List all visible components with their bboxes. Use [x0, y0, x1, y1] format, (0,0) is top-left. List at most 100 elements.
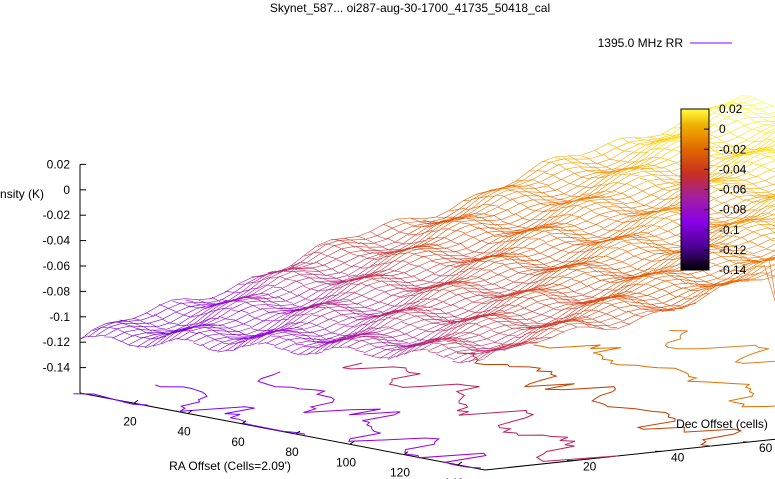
mesh-segment	[404, 221, 419, 224]
mesh-segment	[557, 265, 571, 268]
mesh-segment	[771, 139, 775, 141]
mesh-segment	[406, 299, 420, 309]
mesh-segment	[770, 239, 775, 242]
mesh-segment	[340, 326, 354, 335]
mesh-segment	[402, 284, 416, 287]
mesh-segment	[534, 227, 548, 231]
mesh-segment	[384, 250, 398, 253]
mesh-segment	[467, 344, 482, 347]
mesh-segment	[607, 236, 621, 241]
mesh-segment	[709, 246, 723, 248]
mesh-segment	[585, 236, 599, 239]
mesh-segment	[160, 333, 175, 344]
mesh-segment	[344, 334, 358, 340]
mesh-segment	[647, 180, 656, 186]
mesh-segment	[663, 296, 678, 304]
mesh-segment	[576, 310, 590, 319]
mesh-segment	[682, 285, 696, 289]
mesh-segment	[430, 301, 445, 308]
mesh-segment	[569, 245, 584, 253]
mesh-segment	[378, 228, 392, 236]
mesh-segment	[543, 318, 558, 326]
mesh-segment	[585, 177, 599, 188]
mesh-segment	[513, 290, 528, 298]
mesh-segment	[759, 264, 773, 274]
mesh-segment	[438, 304, 453, 310]
mesh-segment	[423, 216, 437, 220]
mesh-segment	[420, 311, 434, 315]
mesh-segment	[486, 296, 500, 298]
mesh-segment	[579, 281, 589, 287]
mesh-segment	[715, 264, 724, 268]
mesh-segment	[209, 341, 223, 349]
mesh-segment	[198, 329, 212, 333]
mesh-segment	[713, 228, 723, 233]
mesh-segment	[632, 213, 647, 222]
mesh-segment	[637, 141, 651, 145]
mesh-segment	[312, 307, 327, 315]
mesh-segment	[526, 184, 535, 189]
mesh-segment	[550, 196, 560, 200]
mesh-segment	[661, 137, 675, 143]
mesh-segment	[364, 275, 379, 278]
mesh-segment	[275, 317, 289, 329]
mesh-segment	[459, 339, 469, 346]
mesh-segment	[132, 312, 147, 320]
mesh-segment	[458, 216, 472, 219]
mesh-segment	[455, 217, 464, 221]
mesh-segment	[263, 297, 277, 300]
mesh-segment	[512, 326, 526, 329]
mesh-segment	[506, 203, 520, 211]
mesh-segment	[339, 265, 354, 273]
mesh-segment	[165, 329, 180, 337]
mesh-segment	[534, 185, 549, 189]
mesh-segment	[617, 174, 632, 183]
mesh-segment	[621, 261, 630, 266]
mesh-segment	[442, 322, 457, 331]
mesh-segment	[548, 291, 562, 294]
mesh-segment	[141, 334, 156, 339]
mesh-segment	[658, 305, 672, 309]
mesh-segment	[566, 240, 581, 243]
mesh-segment	[552, 223, 567, 227]
mesh-segment	[610, 202, 624, 205]
mesh-segment	[619, 228, 628, 233]
mesh-segment	[427, 250, 442, 252]
mesh-segment	[470, 291, 484, 293]
mesh-segment	[630, 275, 644, 279]
mesh-segment	[466, 260, 480, 271]
mesh-segment	[580, 248, 595, 260]
mesh-segment	[658, 243, 672, 245]
mesh-segment	[633, 180, 648, 188]
mesh-segment	[303, 281, 317, 286]
mesh-segment	[672, 149, 682, 153]
mesh-segment	[450, 265, 464, 276]
mesh-segment	[432, 221, 446, 232]
mesh-segment	[444, 210, 458, 219]
mesh-segment	[654, 230, 669, 237]
mesh-segment	[668, 134, 678, 136]
mesh-segment	[371, 252, 385, 254]
mesh-segment	[571, 237, 586, 239]
mesh-segment	[605, 248, 619, 257]
mesh-segment	[318, 268, 332, 272]
mesh-segment	[294, 261, 308, 268]
mesh-segment	[742, 150, 756, 156]
mesh-segment	[133, 334, 142, 339]
mesh-segment	[409, 263, 418, 267]
mesh-segment	[492, 298, 506, 309]
mesh-segment	[613, 251, 627, 259]
mesh-segment	[271, 300, 285, 303]
mesh-segment	[303, 342, 318, 347]
mesh-segment	[437, 327, 451, 339]
mesh-segment	[421, 237, 436, 246]
mesh-segment	[640, 211, 655, 220]
mesh-segment	[583, 299, 592, 303]
mesh-segment	[731, 206, 740, 211]
mesh-segment	[259, 321, 273, 330]
mesh-segment	[319, 340, 334, 347]
mesh-segment	[743, 124, 753, 130]
mesh-segment	[521, 291, 536, 297]
mesh-segment	[462, 194, 477, 202]
mesh-segment	[388, 320, 403, 329]
